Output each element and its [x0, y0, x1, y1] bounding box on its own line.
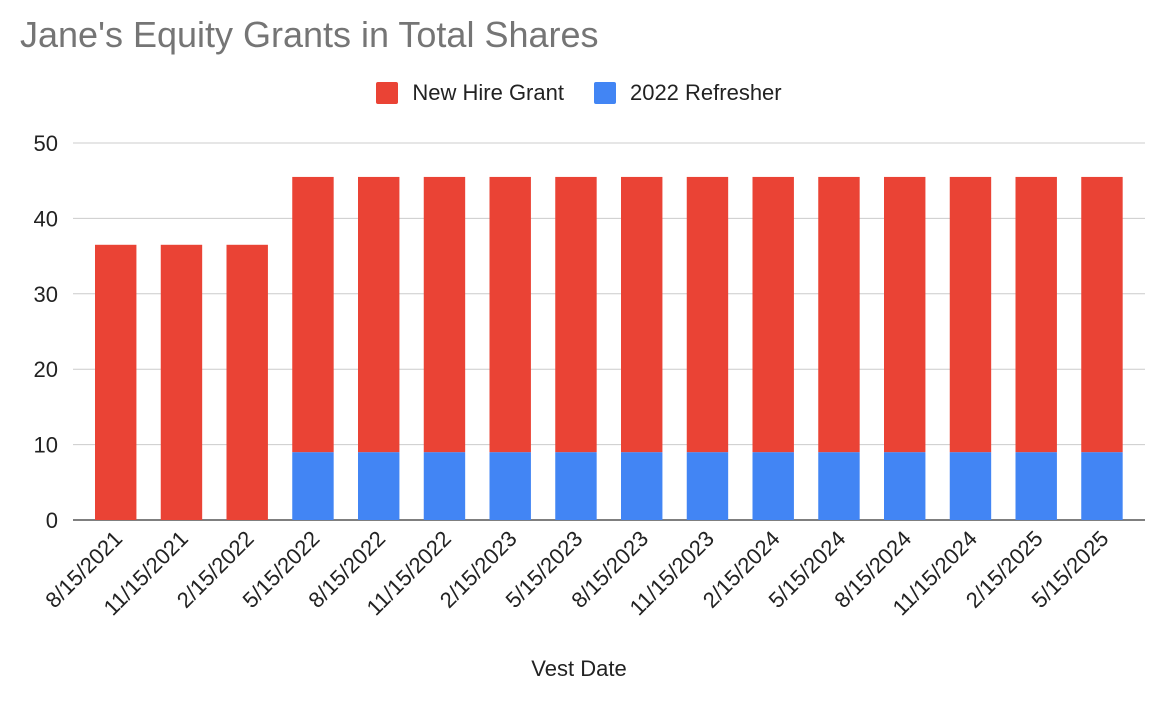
bar-2022-refresher: [884, 452, 926, 520]
bar-2022-refresher: [292, 452, 334, 520]
bar-new-hire-grant: [292, 176, 334, 453]
legend-label-new-hire-grant: New Hire Grant: [412, 80, 564, 105]
bar-2022-refresher: [1015, 452, 1057, 520]
bar-2022-refresher: [1081, 452, 1123, 520]
bar-new-hire-grant: [423, 176, 466, 453]
bar-new-hire-grant: [1081, 176, 1123, 453]
x-axis-title: Vest Date: [531, 656, 627, 681]
bar-2022-refresher: [818, 452, 860, 520]
bar-2022-refresher: [949, 452, 992, 520]
y-tick-label: 50: [34, 131, 58, 156]
bar-new-hire-grant: [818, 176, 860, 453]
bar-2022-refresher: [686, 452, 729, 520]
legend-item-2022-refresher[interactable]: 2022 Refresher: [593, 80, 782, 106]
bar-new-hire-grant: [884, 176, 926, 453]
bar-new-hire-grant: [489, 176, 531, 453]
bar-new-hire-grant: [555, 176, 597, 453]
bar-2022-refresher: [358, 452, 400, 520]
y-tick-label: 30: [34, 282, 58, 307]
legend-swatch-2022-refresher: [593, 82, 616, 104]
chart-title: Jane's Equity Grants in Total Shares: [20, 14, 599, 55]
bar-new-hire-grant: [621, 176, 663, 453]
y-tick-label: 20: [34, 357, 58, 382]
bar-2022-refresher: [621, 452, 663, 520]
bar-2022-refresher: [489, 452, 531, 520]
y-tick-label: 40: [34, 206, 58, 231]
bar-new-hire-grant: [226, 244, 268, 521]
bar-new-hire-grant: [358, 176, 400, 453]
bar-2022-refresher: [555, 452, 597, 520]
bar-new-hire-grant: [1015, 176, 1057, 453]
y-tick-label: 0: [46, 508, 58, 533]
bar-2022-refresher: [752, 452, 794, 520]
bar-new-hire-grant: [95, 244, 137, 521]
legend-item-new-hire-grant[interactable]: New Hire Grant: [376, 80, 564, 106]
legend-swatch-new-hire-grant: [376, 82, 399, 104]
bar-new-hire-grant: [949, 176, 992, 453]
bar-new-hire-grant: [160, 244, 203, 521]
legend-label-2022-refresher: 2022 Refresher: [629, 80, 782, 105]
y-tick-label: 10: [34, 433, 58, 458]
bar-2022-refresher: [423, 452, 466, 520]
bar-new-hire-grant: [686, 176, 729, 453]
chart-legend: New Hire Grant 2022 Refresher: [0, 80, 1158, 106]
bar-new-hire-grant: [752, 176, 794, 453]
